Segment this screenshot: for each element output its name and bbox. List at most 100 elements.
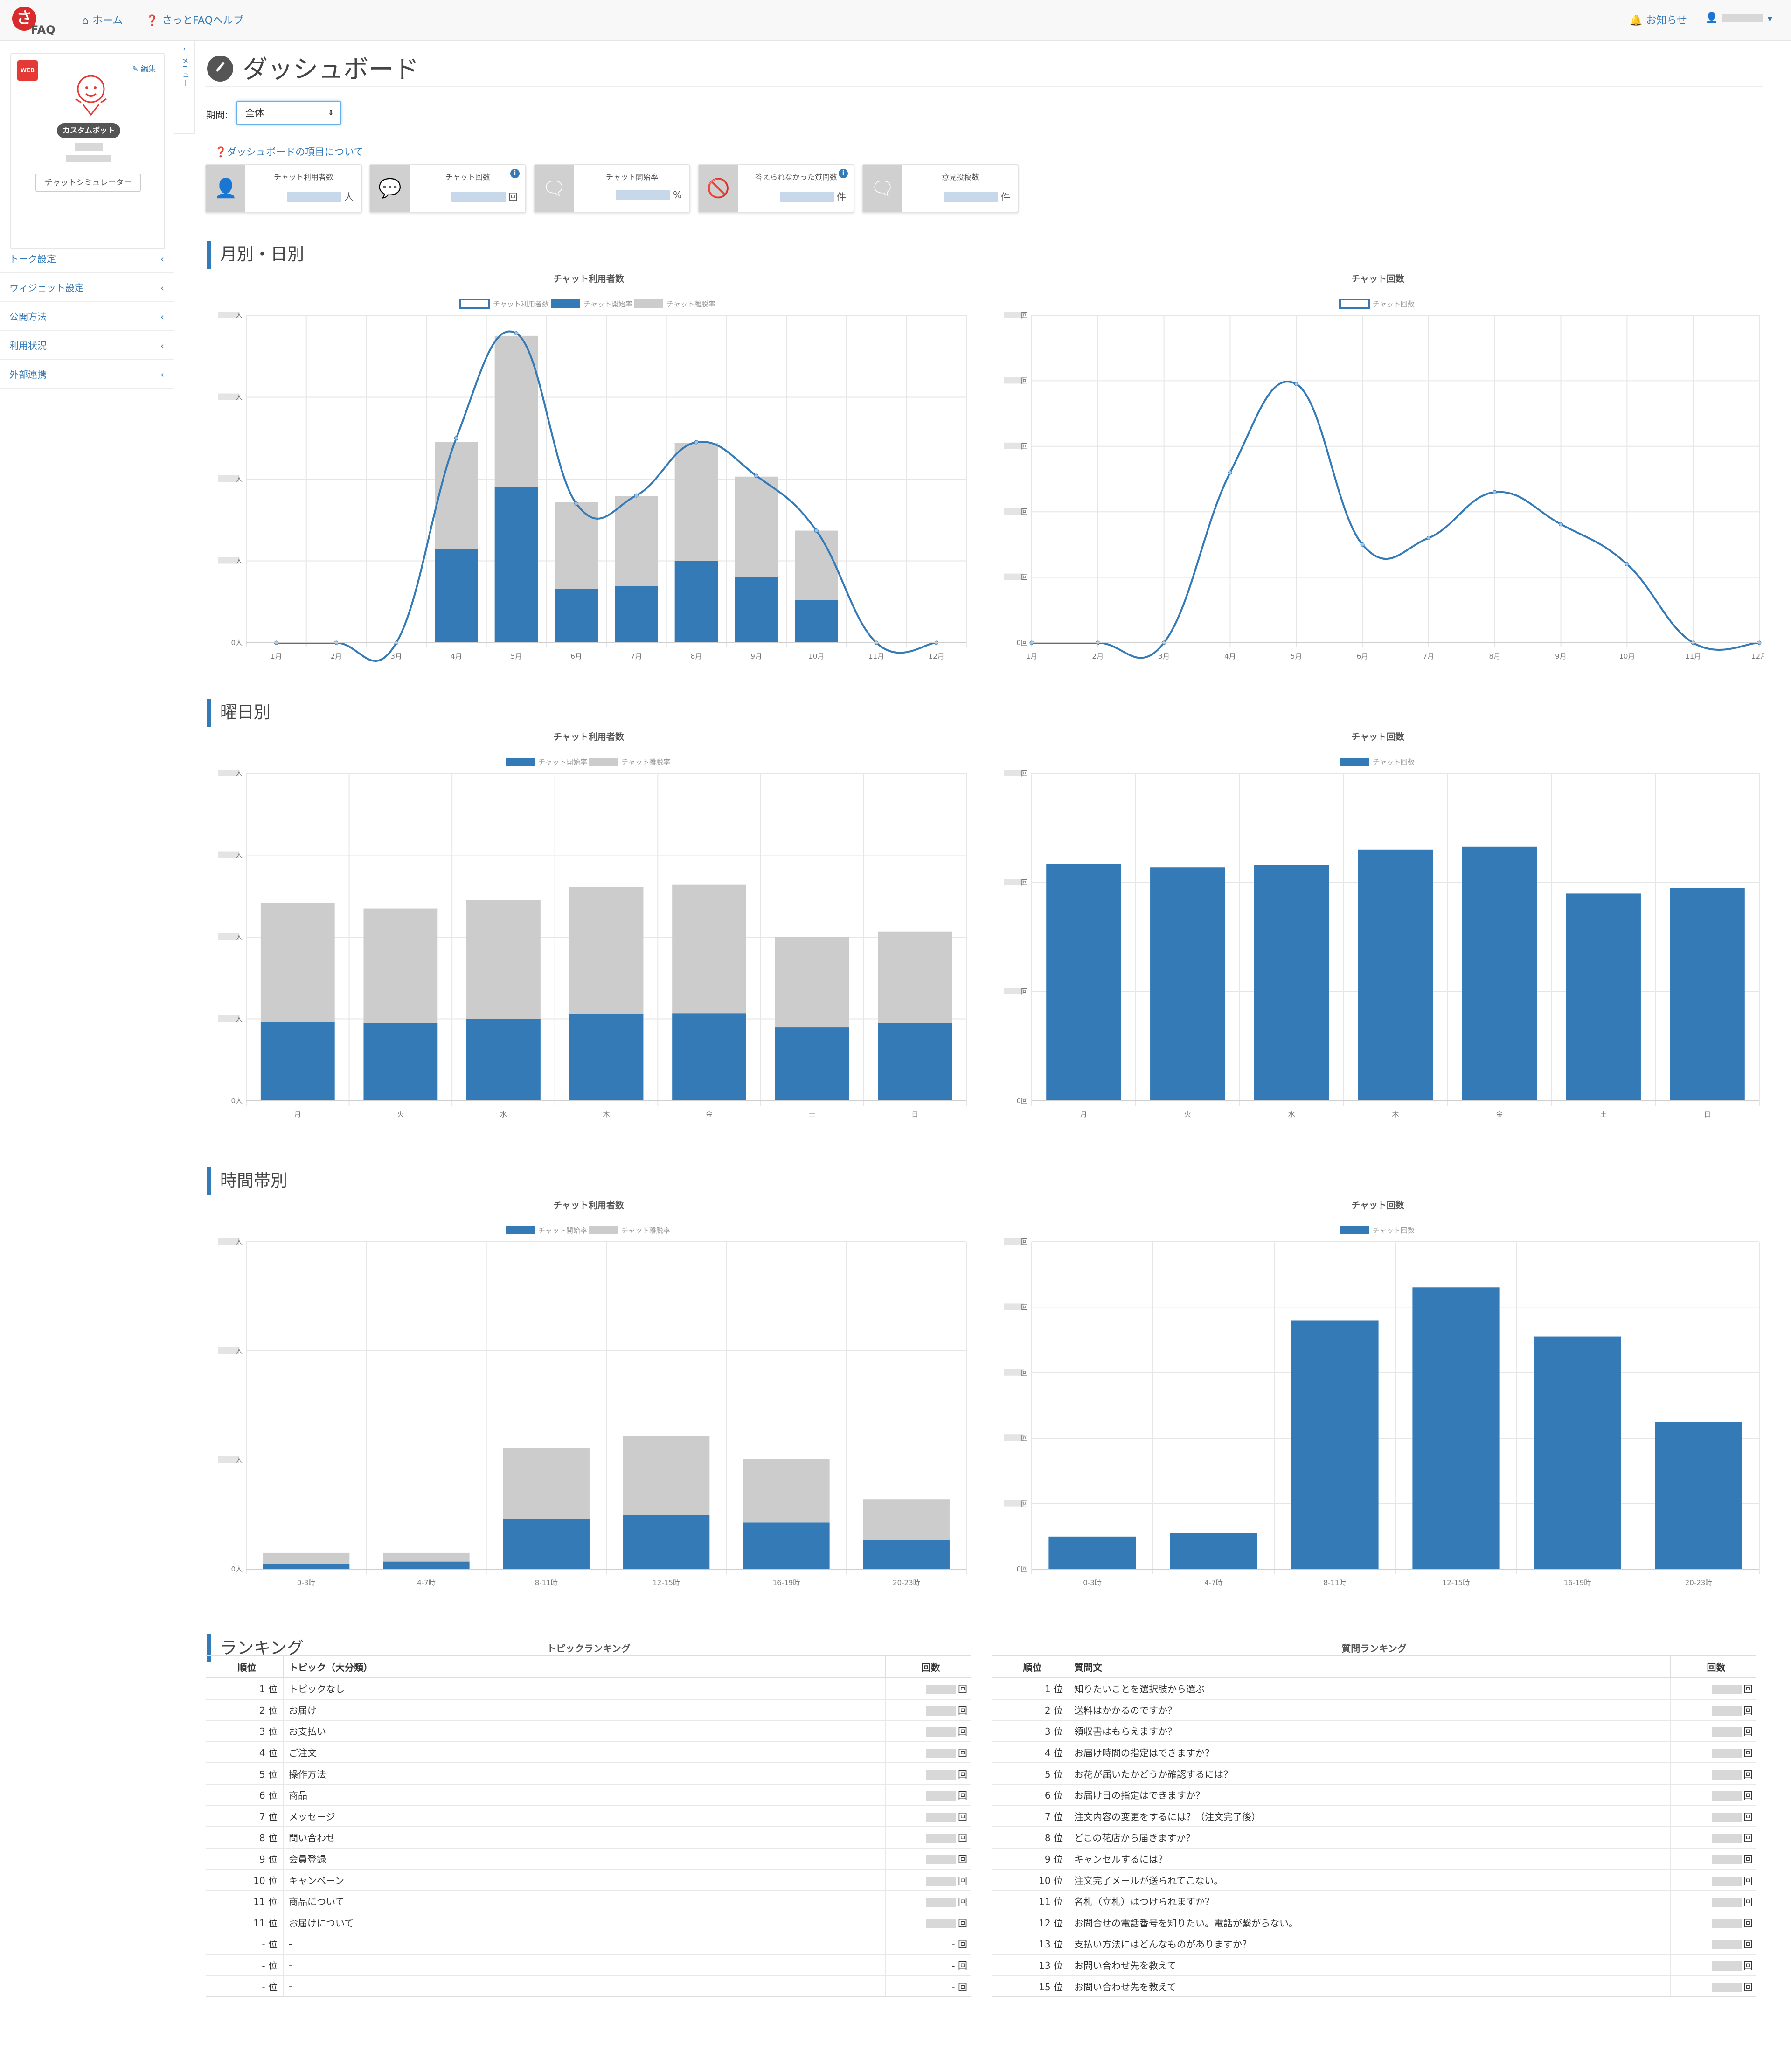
legend-swatch[interactable] — [1340, 1226, 1369, 1234]
bar[interactable] — [1462, 846, 1537, 1101]
legend-swatch[interactable] — [551, 299, 580, 308]
legend-swatch[interactable] — [1339, 299, 1370, 309]
bar[interactable] — [1291, 1320, 1379, 1569]
bar[interactable] — [555, 502, 598, 589]
menu-toggle[interactable]: ‹ メニュー — [174, 41, 195, 134]
sidebar-item-widget-settings[interactable]: ウィジェット設定 ‹ — [0, 274, 174, 302]
bar[interactable] — [260, 1022, 335, 1101]
bar[interactable] — [466, 1019, 541, 1101]
info-icon[interactable]: i — [839, 169, 848, 178]
bar[interactable] — [672, 1013, 746, 1101]
edit-bot-link[interactable]: ✎ 編集 — [132, 63, 156, 74]
bar[interactable] — [494, 335, 538, 487]
legend-label[interactable]: チャット回数 — [1373, 300, 1415, 308]
legend-swatch[interactable] — [1340, 758, 1369, 766]
bar[interactable] — [435, 549, 478, 643]
bar[interactable] — [1048, 1536, 1136, 1569]
bar[interactable] — [503, 1448, 590, 1519]
bar[interactable] — [1150, 867, 1225, 1101]
bar[interactable] — [1170, 1533, 1257, 1569]
bar[interactable] — [623, 1436, 710, 1515]
chat-simulator-button[interactable]: チャットシミュレーター — [35, 174, 141, 192]
legend-label[interactable]: チャット開始率 — [538, 1226, 587, 1235]
bar[interactable] — [1412, 1287, 1500, 1569]
bar[interactable] — [615, 496, 658, 586]
bar[interactable] — [1655, 1422, 1742, 1569]
legend-swatch[interactable] — [634, 299, 663, 308]
bar[interactable] — [569, 1014, 644, 1101]
legend-label[interactable]: チャット離脱率 — [621, 758, 670, 766]
bar[interactable] — [263, 1564, 350, 1569]
sidebar-item-talk-settings[interactable]: トーク設定 ‹ — [0, 245, 174, 273]
data-point[interactable] — [814, 528, 819, 533]
nav-home-link[interactable]: ⌂ ホーム — [82, 12, 123, 27]
data-point[interactable] — [1492, 490, 1497, 494]
bar[interactable] — [735, 577, 778, 643]
legend-swatch[interactable] — [459, 299, 490, 309]
sidebar-item-publish[interactable]: 公開方法 ‹ — [0, 303, 174, 331]
bar[interactable] — [743, 1522, 830, 1569]
legend-label[interactable]: チャット開始率 — [583, 300, 632, 308]
bar[interactable] — [555, 589, 598, 643]
bar[interactable] — [466, 900, 541, 1019]
bar[interactable] — [623, 1515, 710, 1569]
data-point[interactable] — [634, 493, 639, 498]
data-point[interactable] — [754, 473, 759, 478]
bar[interactable] — [569, 887, 644, 1014]
bar[interactable] — [1566, 893, 1641, 1101]
legend-label[interactable]: チャット回数 — [1373, 1226, 1415, 1235]
bar[interactable] — [795, 530, 838, 600]
bar[interactable] — [863, 1539, 950, 1569]
data-point[interactable] — [1624, 562, 1629, 567]
bar[interactable] — [878, 1023, 952, 1101]
bar[interactable] — [1534, 1336, 1621, 1569]
bar[interactable] — [1670, 888, 1745, 1101]
bar[interactable] — [674, 561, 718, 643]
sidebar-item-usage[interactable]: 利用状況 ‹ — [0, 332, 174, 360]
data-point[interactable] — [574, 501, 579, 506]
bar[interactable] — [743, 1459, 830, 1523]
sidebar-item-integrations[interactable]: 外部連携 ‹ — [0, 361, 174, 389]
data-point[interactable] — [1426, 535, 1431, 540]
app-logo[interactable]: さ FAQ — [12, 7, 59, 36]
bar[interactable] — [674, 443, 718, 561]
bar[interactable] — [1254, 865, 1329, 1101]
dashboard-help-link[interactable]: ❓ダッシュボードの項目について — [215, 145, 364, 159]
bar[interactable] — [383, 1552, 470, 1562]
info-icon[interactable]: i — [510, 169, 520, 178]
bar[interactable] — [1358, 849, 1433, 1101]
legend-label[interactable]: チャット離脱率 — [621, 1226, 670, 1235]
bar[interactable] — [503, 1519, 590, 1569]
legend-swatch[interactable] — [506, 1226, 535, 1234]
data-point[interactable] — [694, 440, 699, 445]
data-point[interactable] — [1559, 522, 1563, 527]
notifications-link[interactable]: 🔔 お知らせ — [1630, 12, 1687, 27]
bar[interactable] — [383, 1561, 470, 1569]
user-menu[interactable]: 👤 ▼ — [1705, 12, 1772, 24]
bar[interactable] — [263, 1552, 350, 1564]
data-point[interactable] — [1294, 382, 1298, 386]
data-point[interactable] — [1228, 470, 1232, 475]
bar[interactable] — [435, 442, 478, 549]
bar[interactable] — [363, 1023, 438, 1101]
bar[interactable] — [878, 931, 952, 1023]
legend-swatch[interactable] — [506, 758, 535, 766]
bar[interactable] — [795, 600, 838, 643]
bar[interactable] — [615, 586, 658, 643]
bar[interactable] — [863, 1499, 950, 1540]
bar[interactable] — [1046, 864, 1121, 1101]
legend-label[interactable]: チャット離脱率 — [666, 300, 715, 308]
bar[interactable] — [775, 1027, 849, 1101]
data-point[interactable] — [1360, 542, 1365, 547]
period-select[interactable]: 全体 ⇕ — [236, 101, 341, 125]
bar[interactable] — [363, 908, 438, 1023]
nav-help-link[interactable]: ❓ さっとFAQヘルプ — [146, 12, 243, 27]
bar[interactable] — [672, 884, 746, 1014]
bar[interactable] — [494, 487, 538, 643]
legend-label[interactable]: チャット回数 — [1373, 758, 1415, 766]
bar[interactable] — [775, 937, 849, 1028]
bar[interactable] — [735, 476, 778, 577]
legend-label[interactable]: チャット開始率 — [538, 758, 587, 766]
legend-swatch[interactable] — [589, 1226, 618, 1234]
data-point[interactable] — [454, 436, 458, 440]
